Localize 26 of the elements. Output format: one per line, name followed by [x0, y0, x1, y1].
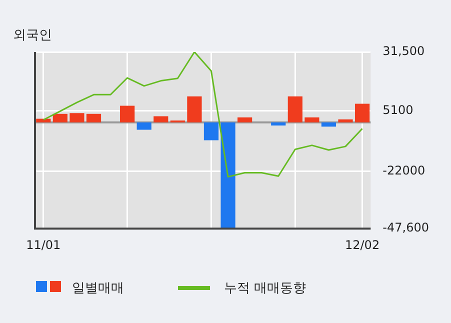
chart-title: 외국인: [13, 27, 52, 44]
bar: [70, 113, 84, 122]
bar: [154, 116, 168, 122]
y-tick-label: 31,500: [382, 44, 425, 58]
bar: [338, 119, 353, 122]
bar: [220, 122, 236, 229]
bar: [204, 122, 219, 140]
bar: [187, 96, 202, 122]
x-tick-label: 11/01: [26, 238, 61, 252]
bar: [52, 114, 68, 122]
bar: [136, 122, 152, 130]
bar: [86, 114, 102, 122]
y-tick-label: -22000: [382, 164, 426, 178]
bar: [288, 96, 302, 122]
bar: [271, 122, 286, 126]
x-tick-label: 12/02: [344, 238, 380, 252]
legend-label: 일별매매: [72, 280, 124, 297]
bar: [304, 117, 320, 122]
legend-label: 누적 매매동향: [224, 280, 306, 297]
bar: [238, 117, 252, 122]
bar: [321, 122, 336, 127]
bar: [354, 104, 370, 122]
bar: [36, 118, 51, 122]
bar: [120, 106, 135, 122]
y-tick-label: -47,600: [382, 220, 430, 235]
y-tick-label: 5100: [382, 103, 414, 118]
